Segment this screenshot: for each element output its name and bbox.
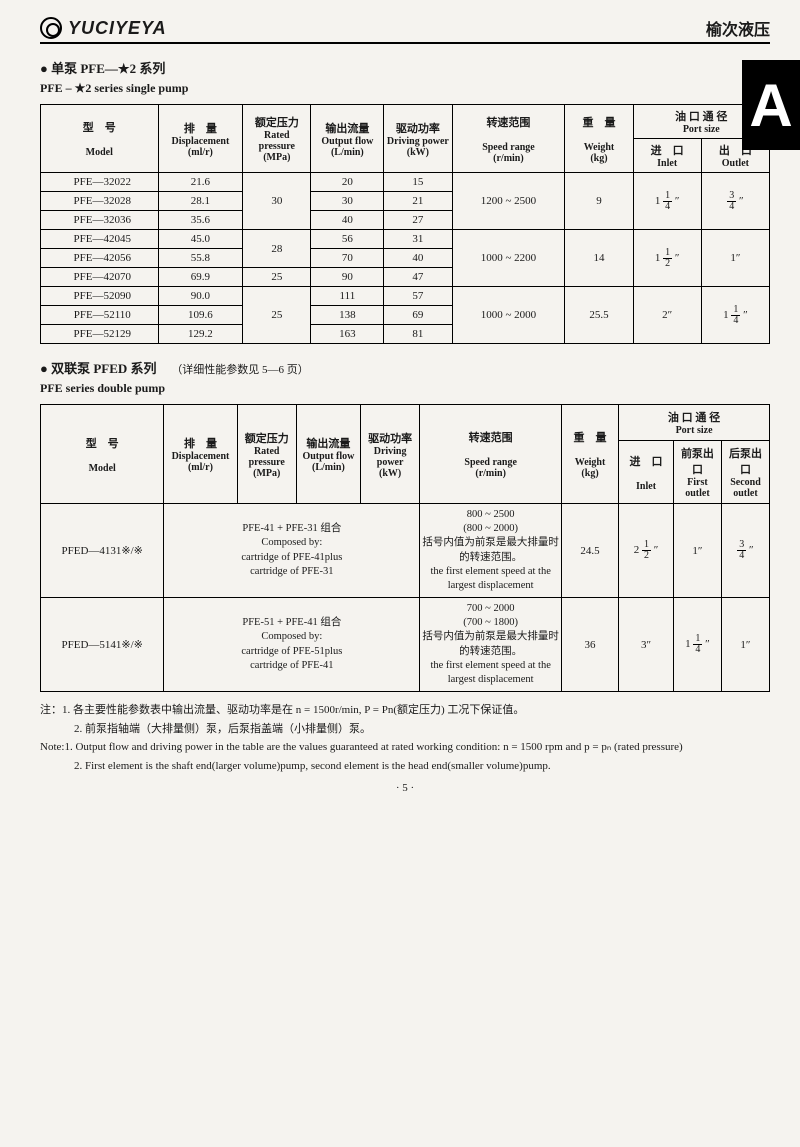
h2-disp-u: (ml/r) (166, 462, 234, 473)
brand-cn: 榆次液压 (706, 16, 770, 40)
h-model-cn: 型 号 (43, 119, 156, 135)
h-wt-cn: 重 量 (567, 114, 630, 130)
h-model-en: Model (43, 147, 156, 158)
note-cn1: 注：1. 各主要性能参数表中输出流量、驱动功率是在 n = 1500r/min,… (40, 702, 770, 719)
h-press-en: Rated pressure (245, 130, 308, 152)
h-spd-en: Speed range (455, 142, 563, 153)
h-in-en: Inlet (636, 158, 699, 169)
h2-port-cn: 油 口 通 径 (621, 409, 767, 425)
h2-spd-en: Speed range (422, 457, 559, 468)
comp-en1: Composed by: (261, 537, 322, 548)
h-spd-u: (r/min) (455, 153, 563, 164)
h2-port-en: Port size (621, 425, 767, 436)
section1-title: 单泵 PFE—★2 系列 (40, 58, 770, 77)
table-row: PFE—3202221.6 302015 1200 ~ 25009 1 14 ″… (41, 173, 770, 192)
h-wt-u: (kg) (567, 153, 630, 164)
h2-model-cn: 型 号 (43, 435, 161, 451)
h2-wt-u: (kg) (564, 468, 616, 479)
h2-in-cn: 进 口 (621, 453, 671, 469)
table-row: PFE—4204545.0 285631 1000 ~ 220014 1 12 … (41, 230, 770, 249)
h2-fo-en: First outlet (676, 477, 719, 499)
h-out-en: Outlet (704, 158, 767, 169)
h-disp-cn: 排 量 (161, 120, 241, 136)
h2-spd-cn: 转速范围 (422, 429, 559, 445)
section-tab-a: A (742, 60, 800, 150)
h-disp-u: (ml/r) (161, 147, 241, 158)
h2-in-en: Inlet (621, 481, 671, 492)
comp-en2: cartridge of PFE-51plus (241, 646, 342, 657)
note-en2: 2. First element is the shaft end(larger… (40, 758, 770, 775)
table-row: PFE—5209090.0 2511157 1000 ~ 200025.5 2″… (41, 287, 770, 306)
h2-press-en: Rated pressure (240, 446, 294, 468)
comp-cn: PFE-41 + PFE-31 组合 (242, 523, 341, 534)
comp-en2: cartridge of PFE-41plus (241, 552, 342, 563)
comp-en1: Composed by: (261, 631, 322, 642)
h2-spd-u: (r/min) (422, 468, 559, 479)
logo-area: YUCIYEYA (40, 17, 167, 39)
h2-so-en: Second outlet (724, 477, 767, 499)
h2-pow-cn: 驱动功率 (363, 430, 417, 446)
h-flow-cn: 输出流量 (313, 120, 381, 136)
h-disp-en: Displacement (161, 136, 241, 147)
h2-model-en: Model (43, 463, 161, 474)
h2-fo-cn: 前泵出口 (676, 445, 719, 477)
h-press-cn: 额定压力 (245, 114, 308, 130)
note-cn2: 2. 前泵指轴端（大排量侧）泵，后泵指盖端（小排量侧）泵。 (40, 721, 770, 738)
h-pow-cn: 驱动功率 (386, 120, 449, 136)
comp-en3: cartridge of PFE-31 (250, 566, 333, 577)
section2-subtitle: PFE series double pump (40, 381, 770, 396)
h2-pow-u: (kW) (363, 468, 417, 479)
section2-title: 双联泵 PFED 系列 (40, 361, 157, 376)
h2-wt-cn: 重 量 (564, 429, 616, 445)
h-pow-u: (kW) (386, 147, 449, 158)
h-wt-en: Weight (567, 142, 630, 153)
h2-wt-en: Weight (564, 457, 616, 468)
h-flow-u: (L/min) (313, 147, 381, 158)
h-press-u: (MPa) (245, 152, 308, 163)
table-row: PFED—5141※/※ PFE-51 + PFE-41 组合 Composed… (41, 598, 770, 692)
h-pow-en: Driving power (386, 136, 449, 147)
h-flow-en: Output flow (313, 136, 381, 147)
h2-flow-cn: 输出流量 (299, 435, 358, 451)
logo-icon (40, 17, 62, 39)
comp-cn: PFE-51 + PFE-41 组合 (242, 617, 341, 628)
h-spd-cn: 转速范围 (455, 114, 563, 130)
h2-disp-cn: 排 量 (166, 435, 234, 451)
single-pump-table: 型 号 Model 排 量Displacement(ml/r) 额定压力Rated… (40, 104, 770, 344)
comp-en3: cartridge of PFE-41 (250, 660, 333, 671)
h2-so-cn: 后泵出口 (724, 445, 767, 477)
h2-flow-en: Output flow (299, 451, 358, 462)
note-en1: Note:1. Output flow and driving power in… (40, 739, 770, 756)
section2-note: （详细性能参数见 5—6 页） (171, 364, 309, 376)
h2-pow-en: Driving power (363, 446, 417, 468)
section1-subtitle: PFE – ★2 series single pump (40, 81, 770, 96)
table-row: PFED—4131※/※ PFE-41 + PFE-31 组合 Composed… (41, 504, 770, 598)
page-number: · 5 · (40, 782, 770, 794)
footnotes: 注：1. 各主要性能参数表中输出流量、驱动功率是在 n = 1500r/min,… (40, 702, 770, 774)
top-bar: YUCIYEYA 榆次液压 (40, 16, 770, 44)
h2-flow-u: (L/min) (299, 462, 358, 473)
h-in-cn: 进 口 (636, 142, 699, 158)
double-pump-table: 型 号 Model 排 量Displacement(ml/r) 额定压力Rated… (40, 404, 770, 692)
brand-name: YUCIYEYA (68, 18, 167, 39)
h2-press-u: (MPa) (240, 468, 294, 479)
h2-disp-en: Displacement (166, 451, 234, 462)
h2-press-cn: 额定压力 (240, 430, 294, 446)
